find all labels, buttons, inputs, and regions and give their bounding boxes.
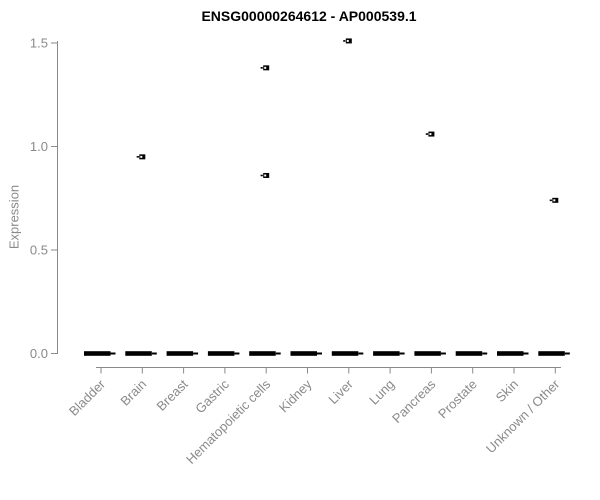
box-dash: [455, 351, 483, 356]
outlier-left-tick: [260, 67, 263, 69]
outlier-point: [343, 38, 352, 44]
box-dash-tip: [482, 352, 488, 355]
box-dash: [249, 351, 276, 356]
outlier-notch: [429, 133, 432, 136]
outlier-left-tick: [549, 199, 552, 202]
box-dash-tip: [358, 352, 364, 355]
box-dash: [290, 351, 317, 356]
boxplot-collapsed-box: [290, 351, 322, 356]
boxplot-collapsed-box: [331, 351, 364, 356]
box-dash-tip: [317, 352, 322, 355]
boxplot-collapsed-box: [166, 351, 199, 356]
box-dash: [373, 351, 400, 356]
box-dash-tip: [440, 352, 446, 355]
outlier-left-tick: [136, 156, 139, 158]
box-dash-tip: [193, 352, 199, 355]
x-tick-label: Lung: [366, 377, 397, 408]
box-dash: [331, 351, 359, 356]
box-dash-tip: [564, 352, 570, 355]
outlier-notch: [346, 39, 349, 42]
y-tick-label: 0.0: [30, 346, 48, 361]
outlier-left-tick: [425, 133, 428, 135]
boxplot-collapsed-box: [455, 351, 488, 356]
x-tick-label: Breast: [154, 376, 191, 413]
outlier-left-tick: [260, 174, 263, 177]
box-dash: [414, 351, 441, 356]
x-tick-label: Prostate: [435, 377, 480, 422]
x-tick-label: Bladder: [66, 376, 109, 419]
outlier-point: [260, 172, 270, 178]
outlier-point: [136, 154, 146, 160]
y-tick-label: 0.5: [30, 243, 48, 258]
boxplot-collapsed-box: [249, 351, 281, 356]
outlier-point: [549, 197, 559, 203]
box-dash-tip: [523, 352, 529, 355]
box-dash: [497, 351, 524, 356]
boxplot-collapsed-box: [373, 351, 405, 356]
box-dash-tip: [151, 352, 157, 355]
boxplot-collapsed-box: [414, 351, 446, 356]
outlier-point: [260, 65, 270, 71]
outlier-point: [425, 131, 435, 137]
boxplot-collapsed-box: [497, 351, 529, 356]
y-tick-label: 1.0: [30, 139, 48, 154]
boxplot-collapsed-box: [125, 351, 157, 356]
boxplot-collapsed-box: [538, 351, 570, 356]
x-tick-label: Unknown / Other: [483, 376, 563, 456]
box-dash-tip: [399, 352, 405, 355]
outlier-notch: [264, 174, 267, 177]
chart-title: ENSG00000264612 - AP000539.1: [201, 8, 417, 24]
x-tick-label: Skin: [493, 377, 521, 405]
outlier-notch: [140, 155, 143, 158]
x-tick-label: Kidney: [276, 376, 315, 415]
x-tick-label: Pancreas: [389, 376, 439, 426]
x-tick-label: Gastric: [192, 376, 232, 416]
outlier-left-tick: [343, 40, 346, 42]
box-dash: [125, 351, 152, 356]
x-tick-label: Brain: [117, 377, 149, 409]
outlier-notch: [264, 66, 267, 69]
x-tick-label: Liver: [325, 376, 356, 407]
box-dash: [207, 351, 235, 356]
box-dash: [538, 351, 565, 356]
boxplot-collapsed-box: [207, 351, 240, 356]
box-dash: [84, 351, 111, 356]
box-dash-tip: [110, 352, 116, 355]
boxplot-collapsed-box: [84, 351, 116, 356]
box-dash-tip: [275, 352, 281, 355]
y-tick-label: 1.5: [30, 36, 48, 51]
box-dash: [166, 351, 194, 356]
box-dash-tip: [234, 352, 240, 355]
outlier-notch: [553, 199, 556, 202]
